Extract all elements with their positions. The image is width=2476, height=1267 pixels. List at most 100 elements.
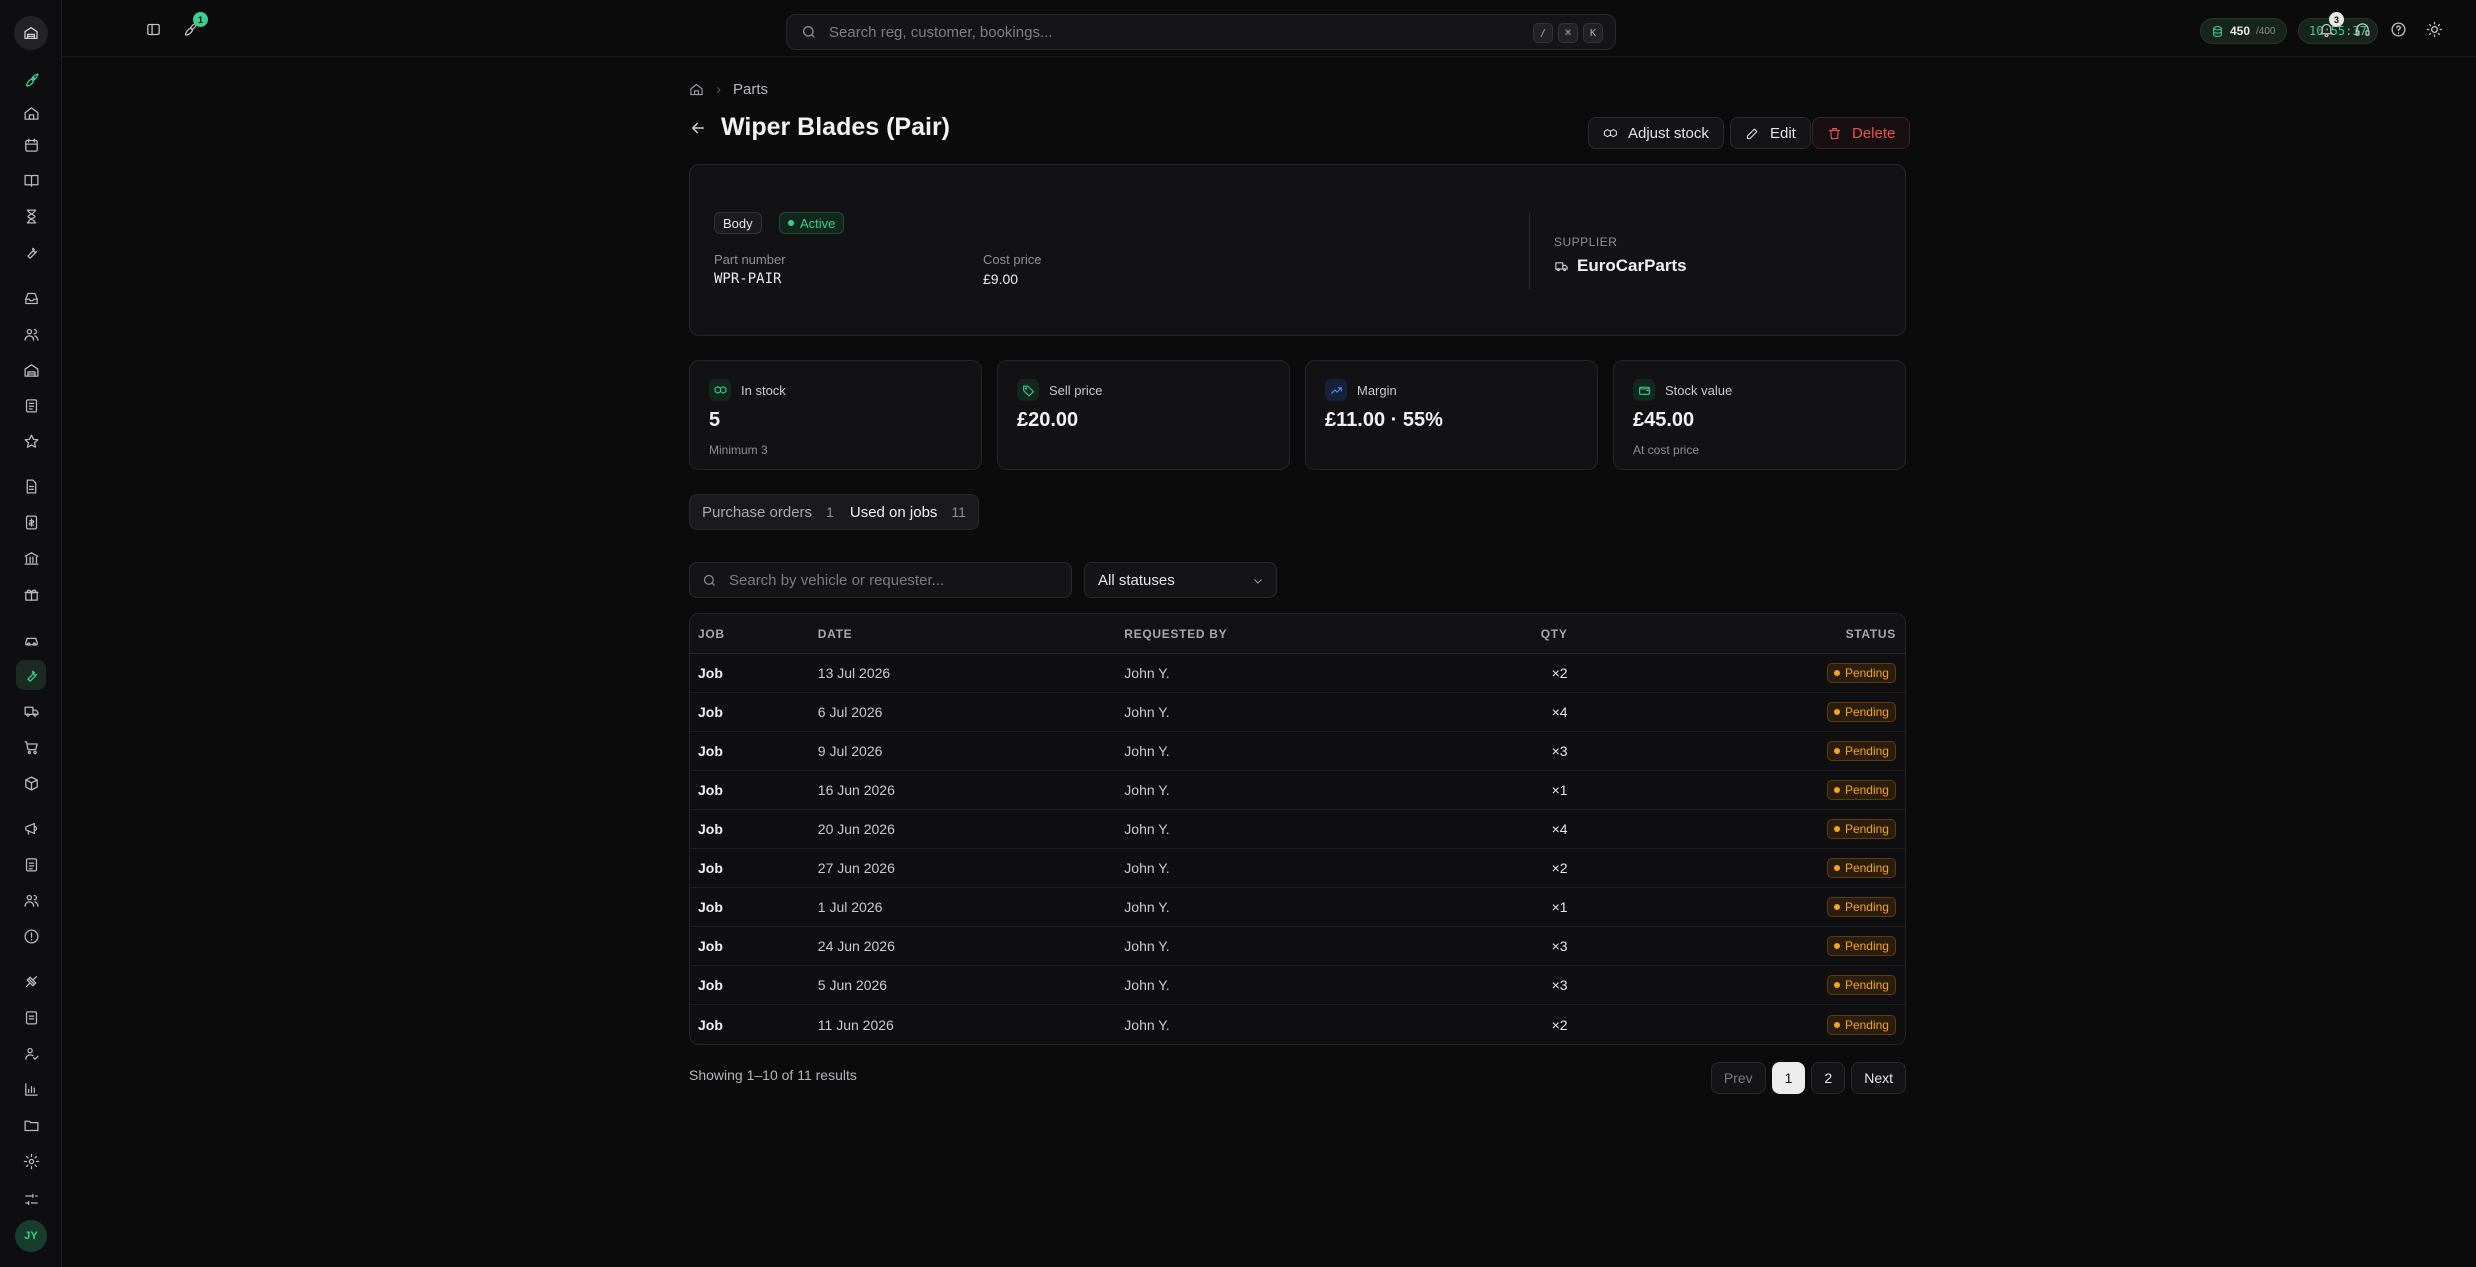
bank-icon[interactable] xyxy=(16,543,46,573)
job-cell[interactable]: Job xyxy=(698,938,723,954)
clipboard-icon[interactable] xyxy=(16,390,46,420)
stat-value: £45.00 xyxy=(1633,409,1695,431)
column-header-job[interactable]: JOB xyxy=(698,626,725,641)
boxes-icon xyxy=(1603,128,1617,137)
status-label: Pending xyxy=(1844,939,1889,953)
qty-cell: ×1 xyxy=(1551,782,1568,798)
users-icon[interactable] xyxy=(16,319,46,349)
rocket-icon[interactable] xyxy=(16,65,46,95)
supplier-link[interactable]: EuroCarParts xyxy=(1554,256,1687,276)
status-filter-select[interactable]: All statuses xyxy=(1084,562,1277,598)
job-cell[interactable]: Job xyxy=(698,1016,723,1033)
sliders-icon[interactable] xyxy=(16,1184,46,1214)
job-cell[interactable]: Job xyxy=(698,704,723,720)
table-row[interactable]: Job 16 Jun 2026 John Y. ×1 Pending xyxy=(690,771,1905,810)
qty-cell: ×1 xyxy=(1551,899,1568,915)
hourglass-icon[interactable] xyxy=(16,201,46,231)
topbar: 1 Search reg, customer, bookings... / ⌘ … xyxy=(62,0,2476,57)
prev-page-button[interactable]: Prev xyxy=(1710,1062,1766,1094)
status-cell: Pending xyxy=(1568,702,1905,722)
home-icon[interactable] xyxy=(689,82,704,97)
table-row[interactable]: Job 5 Jun 2026 John Y. ×3 Pending xyxy=(690,966,1905,1005)
page-1-button[interactable]: 1 xyxy=(1771,1062,1806,1094)
table-row[interactable]: Job 11 Jun 2026 John Y. ×2 Pending xyxy=(690,1005,1905,1044)
table-row[interactable]: Job 9 Jul 2026 John Y. ×3 Pending xyxy=(690,732,1905,771)
help-icon[interactable] xyxy=(2386,17,2410,41)
receipt-icon[interactable] xyxy=(16,507,46,537)
megaphone-icon[interactable] xyxy=(16,813,46,843)
status-cell: Pending xyxy=(1568,819,1905,839)
jobs-search-input[interactable]: Search by vehicle or requester... xyxy=(689,562,1072,598)
home-icon[interactable] xyxy=(16,98,46,128)
truck-icon[interactable] xyxy=(16,696,46,726)
notifications-button[interactable]: 3 xyxy=(2314,12,2344,41)
rocket-button[interactable]: 1 xyxy=(178,12,208,41)
calendar-icon[interactable] xyxy=(16,130,46,160)
next-page-button[interactable]: Next xyxy=(1851,1062,1906,1094)
adjust-stock-button[interactable]: Adjust stock xyxy=(1588,117,1724,149)
pending-badge: Pending xyxy=(1826,936,1896,956)
status-dot xyxy=(1833,748,1840,754)
parts-wrench-icon[interactable] xyxy=(16,660,46,690)
document-icon[interactable] xyxy=(16,471,46,501)
table-row[interactable]: Job 27 Jun 2026 John Y. ×2 Pending xyxy=(690,849,1905,888)
qty-cell: ×2 xyxy=(1551,860,1568,876)
integrations-icon[interactable] xyxy=(16,966,46,996)
pending-badge: Pending xyxy=(1826,780,1896,800)
job-cell[interactable]: Job xyxy=(698,821,723,837)
tasks-icon[interactable] xyxy=(16,1002,46,1032)
team-icon[interactable] xyxy=(16,885,46,915)
global-search-input[interactable]: Search reg, customer, bookings... / ⌘ K xyxy=(786,14,1616,50)
sidebar-toggle-icon[interactable] xyxy=(141,17,165,41)
job-cell[interactable]: Job xyxy=(698,782,723,798)
garage-icon[interactable] xyxy=(16,355,46,385)
pending-badge: Pending xyxy=(1826,819,1896,839)
column-header-status[interactable]: STATUS xyxy=(1845,626,1896,641)
table-row[interactable]: Job 20 Jun 2026 John Y. ×4 Pending xyxy=(690,810,1905,849)
breadcrumb: › Parts xyxy=(689,81,768,98)
inbox-icon[interactable] xyxy=(16,283,46,313)
bar-chart-icon[interactable] xyxy=(16,1074,46,1104)
job-cell[interactable]: Job xyxy=(698,743,723,759)
edit-button[interactable]: Edit xyxy=(1730,117,1811,149)
pending-badge: Pending xyxy=(1826,975,1896,995)
credits-pill[interactable]: 450 /400 xyxy=(2200,18,2287,44)
user-avatar[interactable]: JY xyxy=(15,1220,47,1252)
cart-icon[interactable] xyxy=(16,732,46,762)
delete-button[interactable]: Delete xyxy=(1812,117,1911,149)
global-search-placeholder: Search reg, customer, bookings... xyxy=(829,23,1053,41)
package-icon[interactable] xyxy=(16,768,46,798)
results-summary: Showing 1–10 of 11 results xyxy=(689,1067,857,1083)
breadcrumb-parts-link[interactable]: Parts xyxy=(733,81,769,98)
theme-sun-icon[interactable] xyxy=(2422,17,2446,41)
star-icon[interactable] xyxy=(16,426,46,456)
job-cell[interactable]: Job xyxy=(698,860,723,876)
table-row[interactable]: Job 13 Jul 2026 John Y. ×2 Pending xyxy=(690,654,1905,693)
column-header-requested-by[interactable]: REQUESTED BY xyxy=(1124,626,1228,641)
tab-used-on-jobs[interactable]: Used on jobs 11 xyxy=(842,498,974,526)
folder-icon[interactable] xyxy=(16,1110,46,1140)
column-header-qty[interactable]: QTY xyxy=(1540,626,1568,641)
headset-icon[interactable] xyxy=(2350,17,2374,41)
book-icon[interactable] xyxy=(16,165,46,195)
table-row[interactable]: Job 6 Jul 2026 John Y. ×4 Pending xyxy=(690,693,1905,732)
job-cell[interactable]: Job xyxy=(698,899,723,915)
alert-icon[interactable] xyxy=(16,921,46,951)
settings-gear-icon[interactable] xyxy=(16,1146,46,1176)
column-header-date[interactable]: DATE xyxy=(817,626,853,641)
table-row[interactable]: Job 24 Jun 2026 John Y. ×3 Pending xyxy=(690,927,1905,966)
car-icon[interactable] xyxy=(16,625,46,655)
back-arrow-icon[interactable] xyxy=(689,119,709,139)
wrench-icon[interactable] xyxy=(16,237,46,267)
pending-badge: Pending xyxy=(1826,897,1896,917)
tab-purchase-orders[interactable]: Purchase orders 1 xyxy=(694,498,842,526)
page-2-button[interactable]: 2 xyxy=(1811,1062,1846,1094)
job-cell[interactable]: Job xyxy=(698,665,723,681)
table-row[interactable]: Job 1 Jul 2026 John Y. ×1 Pending xyxy=(690,888,1905,927)
stat-label: In stock xyxy=(741,383,786,398)
job-cell[interactable]: Job xyxy=(698,977,723,993)
user-check-icon[interactable] xyxy=(16,1038,46,1068)
garage-logo-icon[interactable] xyxy=(14,16,48,50)
checklist-icon[interactable] xyxy=(16,849,46,879)
gift-icon[interactable] xyxy=(16,579,46,609)
